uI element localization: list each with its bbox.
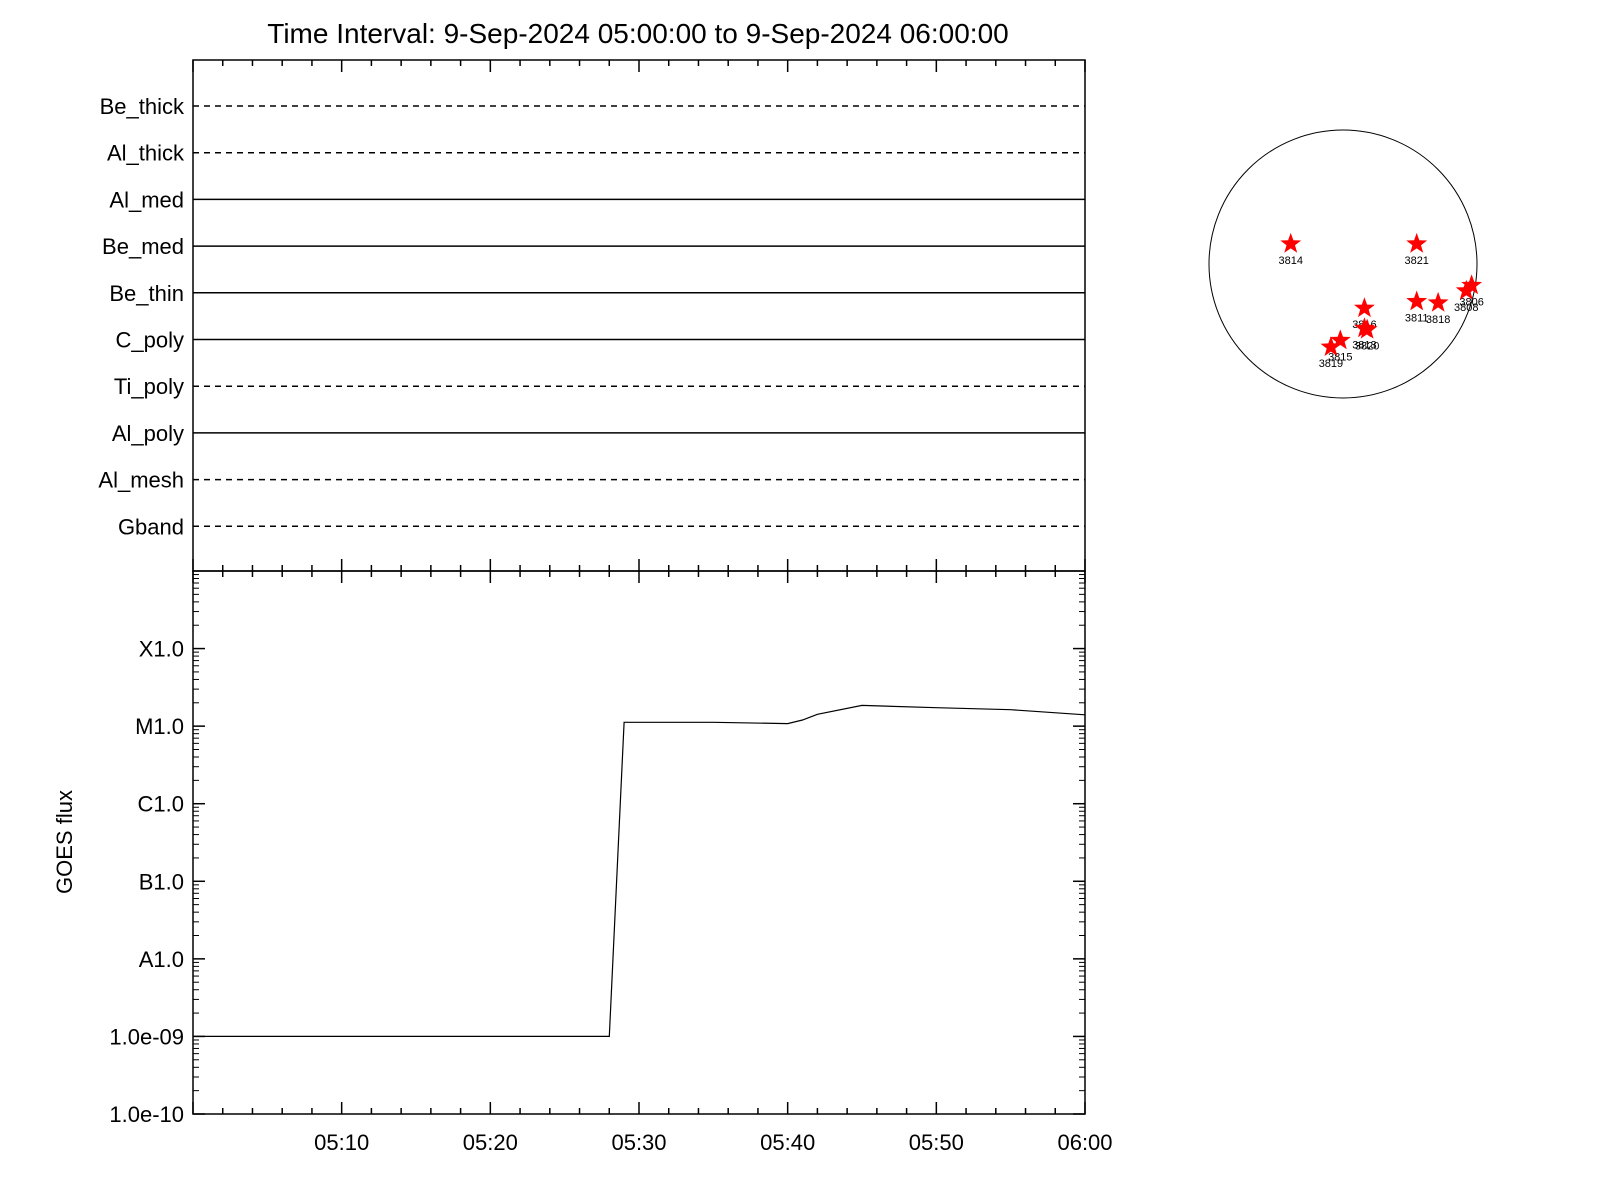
filter-row-label: Al_med [109, 187, 184, 212]
active-region-star [1329, 329, 1351, 350]
x-tick-label: 05:40 [760, 1130, 815, 1155]
filter-row-label: C_poly [116, 328, 184, 353]
x-tick-label: 05:10 [314, 1130, 369, 1155]
active-region-label: 3811 [1405, 313, 1429, 325]
active-region-star [1406, 290, 1428, 311]
x-tick-label: 06:00 [1057, 1130, 1112, 1155]
goes-flux-panel: 1.0e-10 1.0e-09 A1.0 B1.0 C1.0 M1.0 X1.0 05:10… [52, 570, 1113, 1155]
filter-status-panel: Be_thick Al_thick Al_med Be_med Be_thin C_pol… [98, 59, 1086, 572]
active-region-star [1356, 318, 1378, 339]
y-tick-label: M1.0 [135, 714, 184, 739]
y-tick-label: X1.0 [139, 637, 184, 662]
filter-row-label: Be_thin [109, 281, 184, 306]
active-region-star [1455, 279, 1477, 300]
chart-title: Time Interval: 9-Sep-2024 05:00:00 to 9-… [267, 18, 1008, 49]
active-region-label: 3821 [1404, 255, 1428, 267]
active-region-star [1354, 297, 1375, 318]
filter-row-label: Al_thick [107, 141, 185, 166]
active-region-star [1280, 232, 1302, 253]
filter-panel-frame [192, 59, 1086, 572]
y-tick-label: 1.0e-10 [109, 1102, 184, 1127]
filter-row-label: Gband [118, 514, 184, 539]
solar-disk-panel: 3814382138163813382038153819381138183806… [1208, 129, 1484, 399]
active-region-label: 3814 [1278, 255, 1302, 267]
y-tick-label: 1.0e-09 [109, 1024, 184, 1049]
filter-row-label: Ti_poly [114, 374, 184, 399]
filter-row-label: Al_poly [112, 421, 184, 446]
y-axis-label: GOES flux [52, 790, 77, 894]
active-region-label: 3808 [1454, 302, 1478, 314]
active-region-star [1461, 274, 1483, 295]
filter-row-label: Be_med [102, 234, 184, 259]
active-region-label: 3819 [1319, 358, 1343, 370]
y-tick-label: C1.0 [138, 792, 184, 817]
y-tick-label: A1.0 [139, 947, 184, 972]
active-region-star [1320, 336, 1342, 356]
x-tick-label: 05:20 [463, 1130, 518, 1155]
filter-row-label: Be_thick [100, 94, 185, 119]
solar-disk-outline [1208, 129, 1478, 399]
active-region-label: 3815 [1328, 351, 1352, 363]
active-region-label: 3813 [1352, 339, 1376, 351]
x-tick-label: 05:30 [611, 1130, 666, 1155]
goes-flux-series-line [193, 704, 1086, 1037]
active-region-label: 3820 [1355, 341, 1379, 353]
active-region-star [1406, 232, 1428, 253]
flux-panel-frame [192, 570, 1086, 1115]
filter-row-label: Al_mesh [98, 468, 184, 493]
x-tick-label: 05:50 [909, 1130, 964, 1155]
active-region-label: 3818 [1426, 314, 1450, 326]
y-tick-label: B1.0 [139, 869, 184, 894]
active-region-star [1427, 291, 1449, 312]
active-region-label: 3806 [1459, 296, 1483, 308]
